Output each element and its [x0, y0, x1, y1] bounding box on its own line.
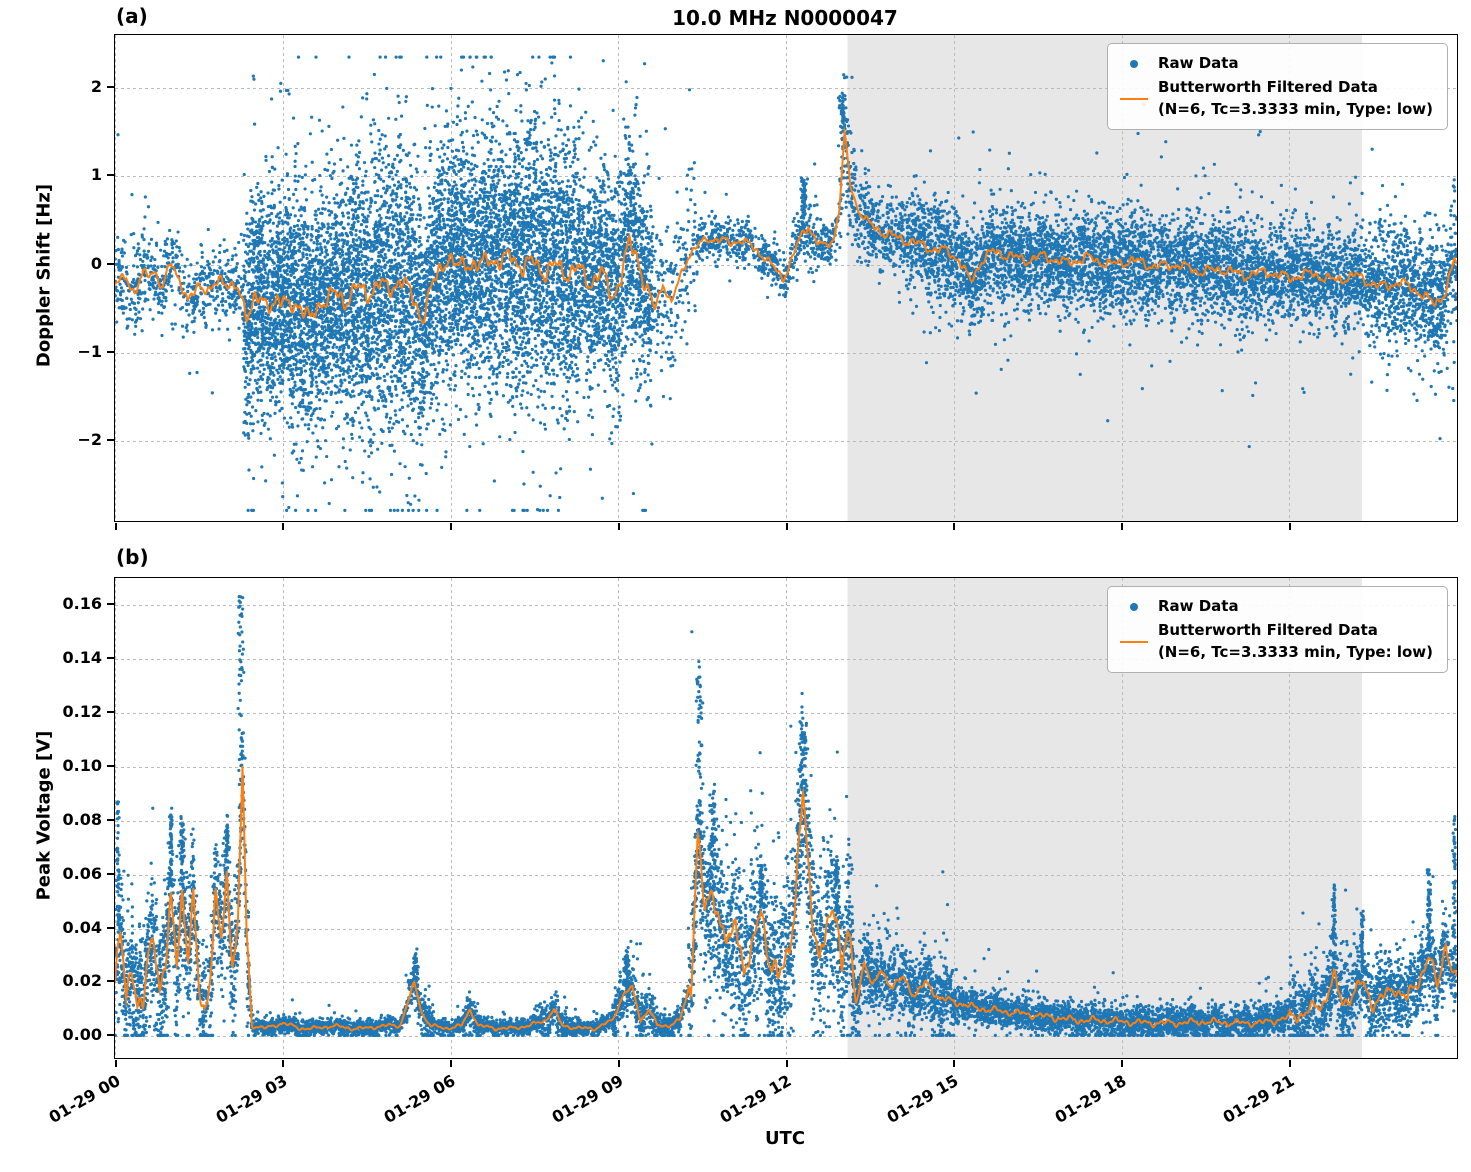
y-tick-label: 0.02	[62, 971, 102, 991]
y-tick-label: −1	[77, 342, 102, 362]
x-tick-mark	[1121, 523, 1123, 530]
y-tick-mark	[107, 818, 114, 821]
y-tick-label: 0.00	[62, 1025, 102, 1045]
y-tick-label: −2	[77, 430, 102, 450]
legend-raw-label: Raw Data	[1157, 54, 1239, 72]
x-tick-mark	[282, 1060, 285, 1067]
y-tick-mark	[107, 764, 114, 767]
x-axis-label: UTC	[764, 1128, 806, 1149]
legend-panel-b: Raw Data Butterworth Filtered Data (N=6,…	[1106, 586, 1448, 674]
legend-filtered-label: Butterworth Filtered Data	[1157, 620, 1378, 639]
legend-panel-a: Raw Data Butterworth Filtered Data (N=6,…	[1106, 43, 1448, 131]
y-tick-mark	[107, 710, 114, 713]
y-tick-label: 1	[90, 165, 102, 185]
x-tick-mark	[785, 523, 788, 530]
y-tick-label: 0.14	[62, 647, 102, 667]
y-tick-mark	[107, 262, 114, 265]
y-tick-mark	[107, 926, 114, 929]
panel-b: Raw Data Butterworth Filtered Data (N=6,…	[114, 577, 1458, 1059]
x-tick-mark	[1121, 1060, 1123, 1067]
legend-filtered-sublabel: (N=6, Tc=3.3333 min, Type: low)	[1157, 642, 1433, 661]
legend-raw-row: Raw Data	[1118, 53, 1433, 75]
y-tick-mark	[107, 174, 114, 177]
x-tick-mark	[114, 523, 117, 530]
x-tick-mark	[953, 1060, 956, 1067]
legend-filtered-text: Butterworth Filtered Data (N=6, Tc=3.333…	[1158, 620, 1433, 664]
x-tick-mark	[617, 523, 620, 530]
y-tick-mark	[107, 1034, 114, 1037]
filtered-line-icon	[1119, 97, 1148, 100]
legend-filtered-sublabel: (N=6, Tc=3.3333 min, Type: low)	[1157, 99, 1433, 118]
x-tick-mark	[450, 1060, 452, 1067]
raw-data-dot-icon	[1129, 59, 1138, 68]
y-tick-label: 0.06	[62, 863, 102, 883]
legend-filtered-text: Butterworth Filtered Data (N=6, Tc=3.333…	[1158, 77, 1433, 121]
x-tick-mark	[1288, 1060, 1291, 1067]
y-tick-label: 0.08	[62, 809, 102, 829]
y-tick-mark	[107, 86, 114, 89]
chart-title: 10.0 MHz N0000047	[672, 6, 898, 30]
x-tick-mark	[617, 1060, 620, 1067]
x-tick-mark	[785, 1060, 788, 1067]
panel-a: Raw Data Butterworth Filtered Data (N=6,…	[114, 34, 1458, 522]
y-tick-label: 0	[90, 253, 102, 273]
y-tick-mark	[107, 602, 114, 605]
legend-raw-row: Raw Data	[1118, 596, 1433, 618]
x-tick-mark	[114, 1060, 117, 1067]
raw-marker-col	[1118, 602, 1150, 611]
x-tick-mark	[953, 523, 956, 530]
filtered-marker-col	[1118, 97, 1150, 100]
y-tick-mark	[107, 656, 114, 659]
panel-a-letter: (a)	[116, 4, 148, 28]
x-tick-mark	[1288, 523, 1291, 530]
legend-filtered-row: Butterworth Filtered Data (N=6, Tc=3.333…	[1118, 77, 1433, 121]
y-tick-label: 2	[90, 77, 102, 97]
legend-raw-label: Raw Data	[1157, 597, 1239, 615]
panel-b-letter: (b)	[116, 545, 149, 569]
raw-data-dot-icon	[1129, 602, 1138, 611]
y-tick-label: 0.12	[62, 701, 102, 721]
y-tick-label: 0.10	[62, 755, 102, 775]
y-tick-mark	[107, 980, 114, 983]
x-tick-label: 01-29 00	[45, 1071, 123, 1127]
x-tick-mark	[450, 523, 452, 530]
y-tick-label: 0.16	[62, 593, 102, 613]
legend-filtered-label: Butterworth Filtered Data	[1157, 77, 1378, 96]
y-tick-mark	[107, 351, 114, 354]
x-tick-mark	[282, 523, 285, 530]
y-tick-mark	[107, 439, 114, 442]
filtered-marker-col	[1118, 640, 1150, 643]
legend-filtered-row: Butterworth Filtered Data (N=6, Tc=3.333…	[1118, 620, 1433, 664]
filtered-line-icon	[1119, 640, 1148, 643]
raw-marker-col	[1118, 59, 1150, 68]
y-tick-mark	[107, 872, 114, 875]
y-tick-label: 0.04	[62, 917, 102, 937]
